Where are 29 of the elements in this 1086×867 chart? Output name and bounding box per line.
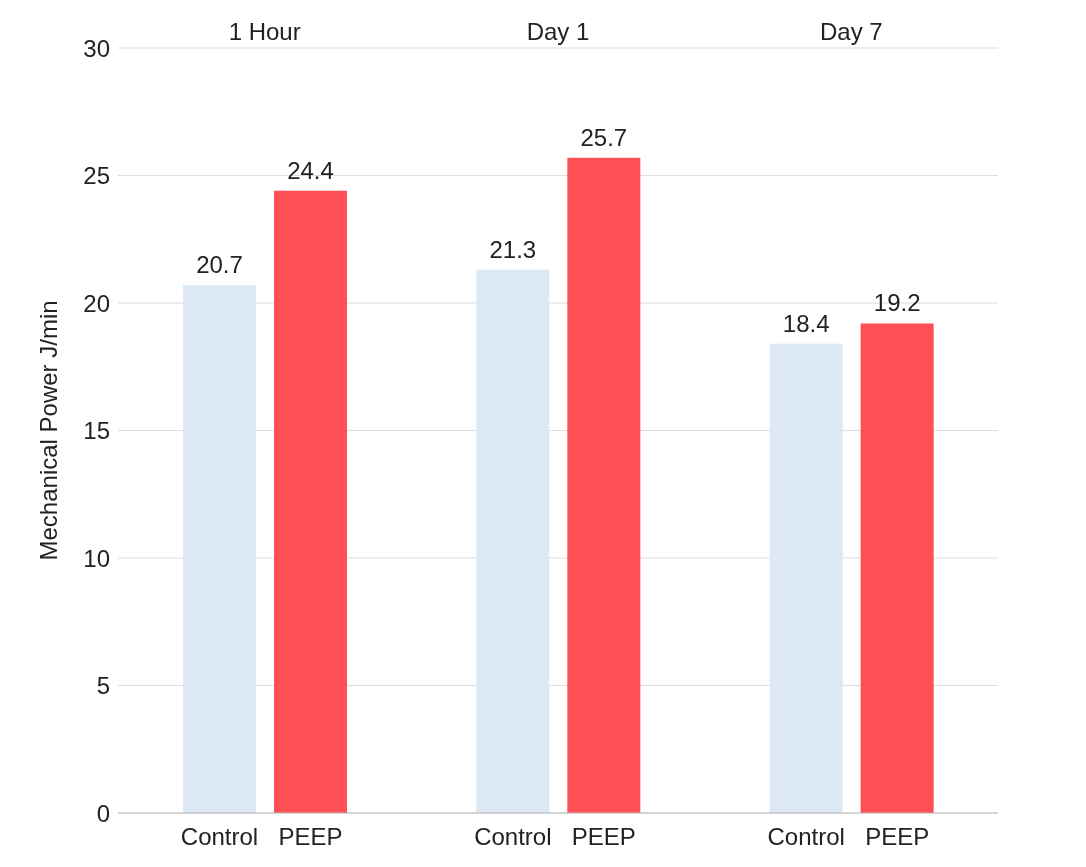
- x-tick-label: Day 1: [526, 18, 590, 45]
- text: PEEP: [865, 823, 930, 850]
- bar: [567, 157, 641, 813]
- data-label: 24.4: [287, 156, 334, 184]
- text: Control: [767, 823, 845, 850]
- data-label: 25.7: [580, 123, 628, 151]
- bar: [769, 343, 843, 813]
- y-tick-label: 0: [96, 799, 110, 827]
- y-tick-label: 30: [83, 34, 110, 62]
- x-tick-label: 1 Hour: [228, 18, 301, 45]
- bar: [274, 190, 347, 813]
- x-tick-label: Day 7: [819, 18, 883, 45]
- data-label: 19.2: [873, 289, 921, 317]
- text: Control: [180, 823, 259, 850]
- data-label: 20.7: [196, 251, 243, 279]
- series-label: PEEP: [278, 823, 343, 850]
- y-tick-label: 20: [83, 289, 110, 317]
- y-axis-title: Mechanical Power J/min: [34, 300, 62, 561]
- series-label: Control: [474, 823, 552, 850]
- text: PEEP: [571, 823, 636, 850]
- y-tick-label: 25: [83, 162, 110, 190]
- y-tick-label: 10: [83, 544, 110, 572]
- bar: [476, 269, 550, 813]
- data-label: 21.3: [489, 235, 537, 263]
- data-label: 18.4: [782, 309, 830, 337]
- y-tick-label: 5: [96, 672, 110, 700]
- bar: [183, 285, 256, 813]
- y-tick-label: 15: [83, 417, 110, 445]
- bar: [860, 323, 934, 813]
